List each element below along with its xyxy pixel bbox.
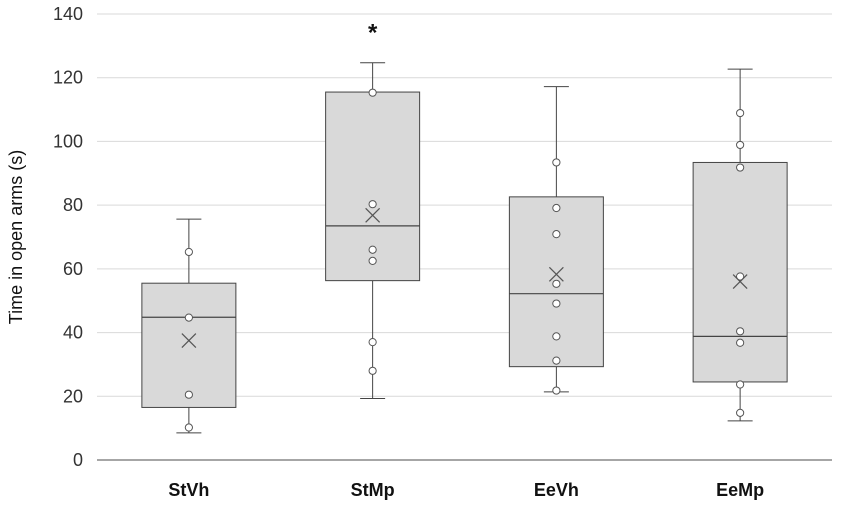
- box-group: *: [325, 20, 421, 400]
- mean-marker: [181, 333, 197, 348]
- y-tick-label: 40: [63, 323, 83, 343]
- data-point: [552, 332, 561, 341]
- data-point: [368, 200, 377, 209]
- data-point: [552, 299, 561, 308]
- data-point: [736, 163, 745, 172]
- y-tick-label: 0: [73, 450, 83, 470]
- data-point: [736, 408, 745, 417]
- data-point: [736, 327, 745, 336]
- significance-asterisk: *: [368, 20, 378, 47]
- data-point: [184, 247, 193, 257]
- box-iqr: [141, 282, 237, 408]
- data-point: [552, 356, 561, 365]
- data-point: [368, 256, 377, 265]
- data-point: [736, 272, 745, 281]
- y-tick-label: 60: [63, 259, 83, 279]
- data-point: [552, 158, 561, 167]
- data-point: [736, 380, 745, 389]
- y-tick-label: 80: [63, 195, 83, 215]
- x-category-label: EeMp: [716, 480, 764, 500]
- box-group: [141, 218, 237, 434]
- y-tick-label: 20: [63, 386, 83, 406]
- data-point: [736, 338, 745, 347]
- box-group: [692, 68, 788, 422]
- data-point: [368, 338, 377, 347]
- data-point: [736, 108, 745, 118]
- mean-marker: [732, 274, 748, 290]
- data-point: [552, 203, 561, 213]
- box-group: [508, 86, 604, 395]
- x-category-label: StMp: [351, 480, 395, 500]
- x-axis-categories: StVh StMp EeVh EeMp: [168, 480, 764, 500]
- box-iqr: [692, 161, 788, 383]
- y-tick-label: 120: [53, 68, 83, 88]
- data-point: [184, 390, 193, 399]
- data-point: [552, 386, 561, 395]
- y-tick-label: 140: [53, 4, 83, 24]
- data-point: [368, 88, 377, 97]
- y-tick-label: 100: [53, 131, 83, 151]
- x-category-label: StVh: [168, 480, 209, 500]
- data-point: [736, 140, 745, 150]
- y-axis-ticks: 0 20 40 60 80 100 120 140: [53, 4, 83, 470]
- x-category-label: EeVh: [534, 480, 579, 500]
- y-axis-label: Time in open arms (s): [6, 150, 26, 324]
- data-point: [552, 279, 561, 288]
- mean-marker: [548, 266, 564, 282]
- mean-marker: [365, 207, 381, 223]
- data-point: [184, 423, 193, 432]
- boxes: *: [141, 20, 788, 434]
- data-point: [368, 245, 377, 254]
- data-point: [184, 313, 193, 322]
- data-point: [552, 230, 561, 239]
- data-point: [368, 366, 377, 375]
